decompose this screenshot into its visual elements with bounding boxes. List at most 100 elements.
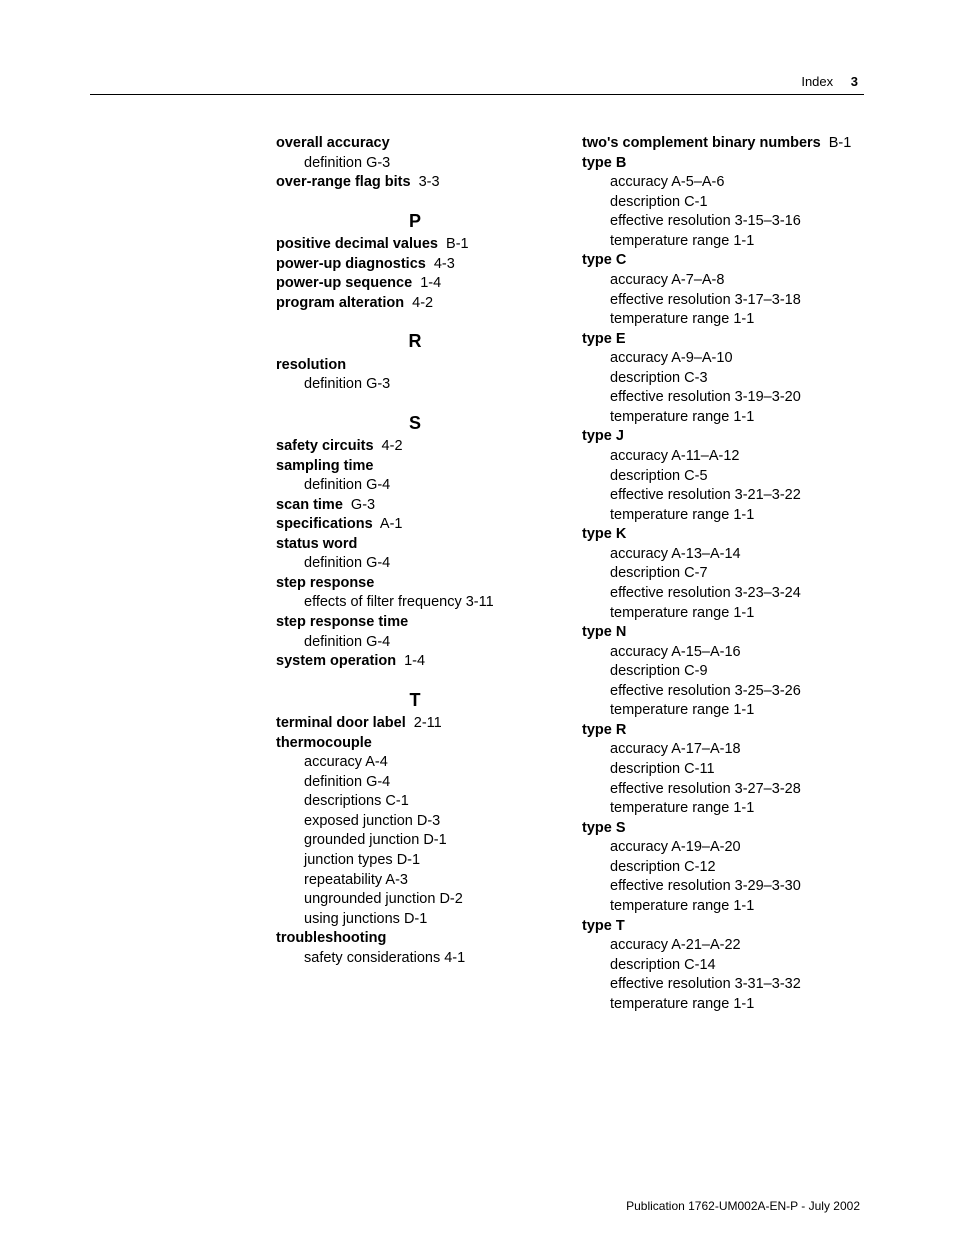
- index-locator: B-1: [442, 236, 469, 252]
- index-term: type T: [582, 918, 625, 934]
- index-term: system operation: [276, 653, 396, 669]
- index-subentry: temperature range 1-1: [582, 604, 860, 624]
- index-subentry: definition G-3: [276, 154, 554, 174]
- index-subentry: effective resolution 3-21–3-22: [582, 486, 860, 506]
- index-section-letter: S: [276, 411, 554, 435]
- index-entry: positive decimal values B-1: [276, 235, 554, 255]
- index-subentry: accuracy A-5–A-6: [582, 173, 860, 193]
- index-entry: type R: [582, 721, 860, 741]
- index-subentry: temperature range 1-1: [582, 701, 860, 721]
- index-entry: step response time: [276, 613, 554, 633]
- index-subentry: exposed junction D-3: [276, 812, 554, 832]
- index-term: safety circuits: [276, 438, 374, 454]
- page: Index 3 overall accuracydefinition G-3ov…: [0, 0, 954, 1235]
- index-section-letter: P: [276, 209, 554, 233]
- index-term: terminal door label: [276, 715, 406, 731]
- index-term: specifications: [276, 516, 373, 532]
- index-subentry: temperature range 1-1: [582, 506, 860, 526]
- index-term: positive decimal values: [276, 236, 438, 252]
- index-subentry: definition G-4: [276, 773, 554, 793]
- index-entry: troubleshooting: [276, 929, 554, 949]
- index-subentry: effective resolution 3-31–3-32: [582, 975, 860, 995]
- page-footer: Publication 1762-UM002A-EN-P - July 2002: [626, 1199, 860, 1213]
- header-page-number: 3: [851, 74, 858, 89]
- index-term: type J: [582, 428, 624, 444]
- index-subentry: temperature range 1-1: [582, 799, 860, 819]
- index-entry: terminal door label 2-11: [276, 714, 554, 734]
- index-subentry: definition G-4: [276, 633, 554, 653]
- index-entry: type T: [582, 917, 860, 937]
- index-entry: system operation 1-4: [276, 652, 554, 672]
- index-term: troubleshooting: [276, 930, 386, 946]
- index-entry: step response: [276, 574, 554, 594]
- index-entry: power-up sequence 1-4: [276, 274, 554, 294]
- index-subentry: using junctions D-1: [276, 910, 554, 930]
- index-subentry: description C-5: [582, 467, 860, 487]
- index-subentry: description C-14: [582, 956, 860, 976]
- index-entry: overall accuracy: [276, 134, 554, 154]
- index-term: sampling time: [276, 458, 374, 474]
- index-subentry: effective resolution 3-19–3-20: [582, 388, 860, 408]
- index-subentry: junction types D-1: [276, 851, 554, 871]
- index-term: type B: [582, 155, 626, 171]
- index-locator: 4-2: [378, 438, 403, 454]
- index-entry: over-range flag bits 3-3: [276, 173, 554, 193]
- index-locator: 4-2: [408, 295, 433, 311]
- index-section-letter: T: [276, 688, 554, 712]
- index-term: program alteration: [276, 295, 404, 311]
- index-subentry: temperature range 1-1: [582, 995, 860, 1015]
- index-entry: safety circuits 4-2: [276, 437, 554, 457]
- index-subentry: definition G-3: [276, 375, 554, 395]
- index-subentry: definition G-4: [276, 476, 554, 496]
- index-subentry: safety considerations 4-1: [276, 949, 554, 969]
- index-entry: thermocouple: [276, 734, 554, 754]
- index-entry: power-up diagnostics 4-3: [276, 255, 554, 275]
- index-subentry: accuracy A-21–A-22: [582, 936, 860, 956]
- index-column-right: two's complement binary numbers B-1type …: [582, 134, 860, 1014]
- index-subentry: temperature range 1-1: [582, 232, 860, 252]
- index-term: type N: [582, 624, 626, 640]
- index-subentry: grounded junction D-1: [276, 831, 554, 851]
- index-subentry: accuracy A-17–A-18: [582, 740, 860, 760]
- index-entry: type S: [582, 819, 860, 839]
- index-locator: 1-4: [416, 275, 441, 291]
- index-term: step response time: [276, 614, 408, 630]
- index-term: step response: [276, 575, 374, 591]
- index-subentry: accuracy A-19–A-20: [582, 838, 860, 858]
- index-entry: type N: [582, 623, 860, 643]
- index-locator: 4-3: [430, 256, 455, 272]
- index-entry: sampling time: [276, 457, 554, 477]
- index-term: type E: [582, 331, 626, 347]
- index-term: type S: [582, 820, 626, 836]
- index-entry: resolution: [276, 356, 554, 376]
- index-term: overall accuracy: [276, 135, 390, 151]
- index-subentry: effects of filter frequency 3-11: [276, 593, 554, 613]
- index-subentry: effective resolution 3-17–3-18: [582, 291, 860, 311]
- index-term: power-up diagnostics: [276, 256, 426, 272]
- index-subentry: description C-11: [582, 760, 860, 780]
- index-term: type K: [582, 526, 626, 542]
- index-subentry: effective resolution 3-29–3-30: [582, 877, 860, 897]
- index-entry: scan time G-3: [276, 496, 554, 516]
- index-subentry: accuracy A-9–A-10: [582, 349, 860, 369]
- index-subentry: repeatability A-3: [276, 871, 554, 891]
- index-entry: status word: [276, 535, 554, 555]
- index-term: power-up sequence: [276, 275, 412, 291]
- index-subentry: accuracy A-7–A-8: [582, 271, 860, 291]
- index-entry: type K: [582, 525, 860, 545]
- index-locator: 3-3: [415, 174, 440, 190]
- index-locator: A-1: [377, 516, 403, 532]
- index-subentry: accuracy A-15–A-16: [582, 643, 860, 663]
- index-term: resolution: [276, 357, 346, 373]
- index-section-letter: R: [276, 329, 554, 353]
- index-subentry: ungrounded junction D-2: [276, 890, 554, 910]
- index-entry: two's complement binary numbers B-1: [582, 134, 860, 154]
- index-columns: overall accuracydefinition G-3over-range…: [276, 134, 860, 1014]
- index-subentry: description C-7: [582, 564, 860, 584]
- index-entry: type C: [582, 251, 860, 271]
- index-subentry: accuracy A-11–A-12: [582, 447, 860, 467]
- index-entry: type J: [582, 427, 860, 447]
- index-subentry: description C-12: [582, 858, 860, 878]
- index-subentry: temperature range 1-1: [582, 310, 860, 330]
- index-locator: G-3: [347, 497, 375, 513]
